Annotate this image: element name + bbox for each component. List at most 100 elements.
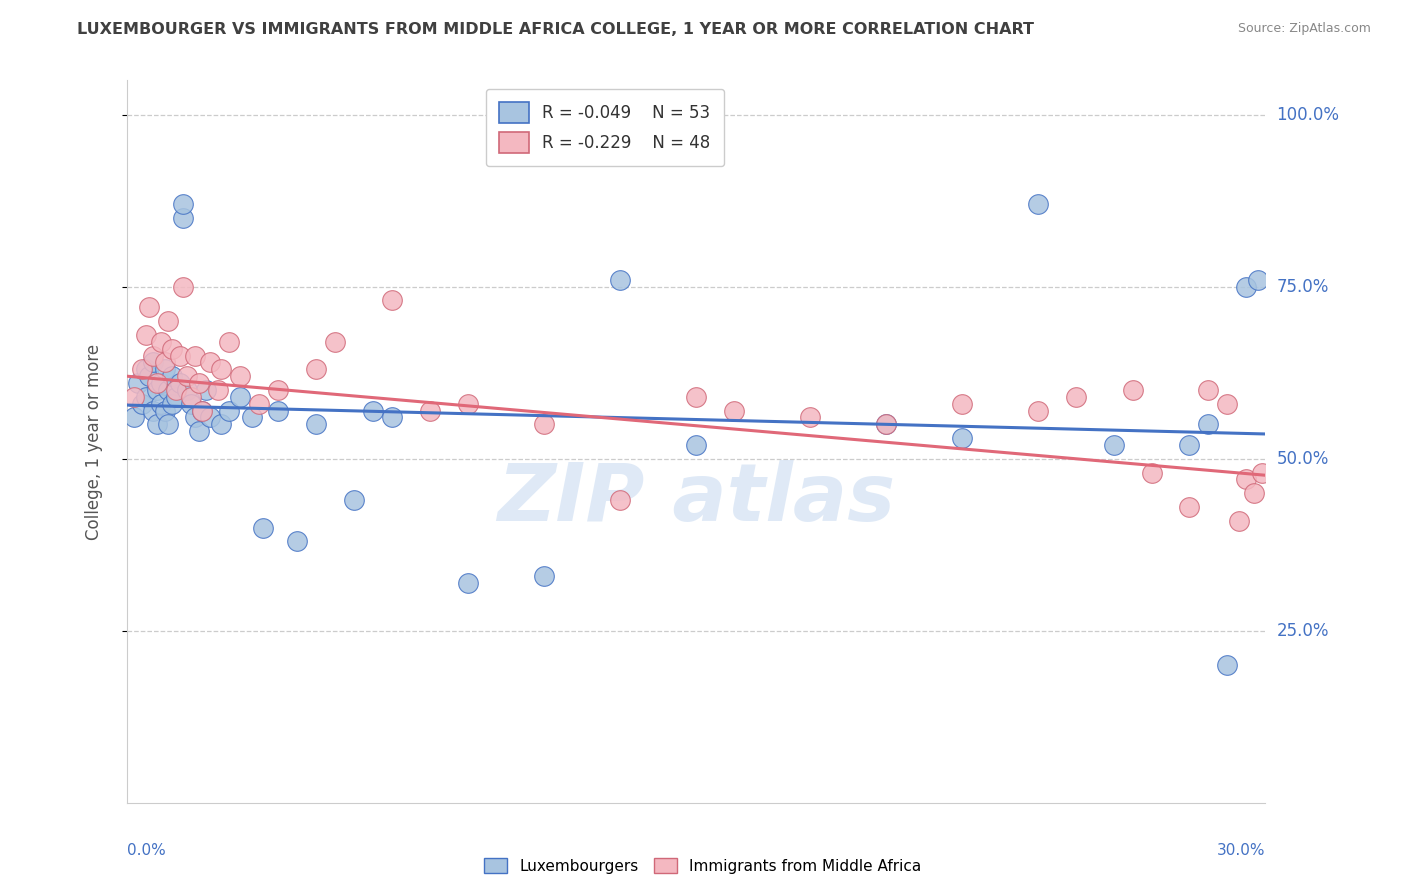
Point (1236, 472, 1258, 486)
Text: 75.0%: 75.0% (1277, 277, 1329, 296)
Point (1178, 500, 1201, 514)
Point (240, 410, 263, 425)
Text: ZIP atlas: ZIP atlas (496, 460, 896, 539)
Text: 0.0%: 0.0% (127, 843, 166, 857)
Point (457, 575, 479, 590)
Point (195, 383, 218, 397)
Point (184, 349, 207, 363)
Point (142, 355, 165, 369)
Point (138, 369, 160, 384)
Point (609, 493, 631, 508)
Point (180, 390, 202, 404)
Point (172, 211, 194, 225)
Point (172, 197, 194, 211)
Point (229, 390, 252, 404)
Point (267, 383, 290, 397)
Point (218, 403, 240, 417)
Point (1064, 390, 1087, 404)
Point (191, 403, 214, 417)
Point (1227, 514, 1250, 528)
Point (533, 417, 555, 432)
Point (122, 390, 145, 404)
Point (419, 403, 441, 417)
Point (149, 334, 172, 349)
Point (184, 410, 207, 425)
Point (267, 403, 290, 417)
Point (381, 293, 404, 308)
Point (1122, 383, 1144, 397)
Legend: Luxembourgers, Immigrants from Middle Africa: Luxembourgers, Immigrants from Middle Af… (478, 852, 928, 880)
Point (131, 397, 153, 411)
Point (135, 362, 156, 376)
Point (153, 362, 176, 376)
Point (950, 431, 973, 445)
Point (176, 383, 198, 397)
Point (799, 410, 821, 425)
Point (1247, 273, 1270, 287)
Point (198, 410, 221, 425)
Point (1140, 466, 1163, 480)
Point (169, 349, 191, 363)
Text: 30.0%: 30.0% (1218, 843, 1265, 857)
Point (153, 403, 176, 417)
Point (191, 403, 214, 417)
Point (207, 383, 229, 397)
Point (211, 417, 233, 432)
Point (169, 376, 191, 390)
Point (1250, 466, 1272, 480)
Point (153, 355, 176, 369)
Point (211, 362, 233, 376)
Point (149, 397, 172, 411)
Point (135, 390, 156, 404)
Text: Source: ZipAtlas.com: Source: ZipAtlas.com (1237, 22, 1371, 36)
Point (1026, 403, 1049, 417)
Point (218, 334, 240, 349)
Point (1216, 397, 1239, 411)
Y-axis label: College, 1 year or more: College, 1 year or more (84, 343, 103, 540)
Text: LUXEMBOURGER VS IMMIGRANTS FROM MIDDLE AFRICA COLLEGE, 1 YEAR OR MORE CORRELATIO: LUXEMBOURGER VS IMMIGRANTS FROM MIDDLE A… (77, 22, 1035, 37)
Point (685, 438, 707, 452)
Point (149, 376, 172, 390)
Point (142, 349, 165, 363)
Point (287, 534, 309, 549)
Legend: R = -0.049    N = 53, R = -0.229    N = 48: R = -0.049 N = 53, R = -0.229 N = 48 (485, 88, 724, 167)
Point (1198, 417, 1220, 432)
Point (875, 417, 897, 432)
Point (187, 376, 209, 390)
Text: 100.0%: 100.0% (1277, 105, 1340, 124)
Point (172, 279, 194, 293)
Point (157, 314, 180, 328)
Point (950, 397, 973, 411)
Point (1216, 658, 1239, 673)
Point (229, 369, 252, 384)
Point (305, 362, 328, 376)
Text: 25.0%: 25.0% (1277, 622, 1329, 640)
Point (142, 403, 165, 417)
Point (160, 397, 183, 411)
Point (160, 369, 183, 384)
Point (198, 355, 221, 369)
Point (1178, 438, 1201, 452)
Point (381, 410, 404, 425)
Point (176, 369, 198, 384)
Point (685, 390, 707, 404)
Point (180, 397, 202, 411)
Point (609, 273, 631, 287)
Point (457, 397, 479, 411)
Point (723, 403, 745, 417)
Point (1236, 279, 1258, 293)
Text: 50.0%: 50.0% (1277, 450, 1329, 467)
Point (146, 376, 169, 390)
Point (323, 334, 347, 349)
Point (252, 520, 274, 534)
Point (533, 568, 555, 582)
Point (1102, 438, 1125, 452)
Point (146, 417, 169, 432)
Point (127, 376, 149, 390)
Point (165, 383, 187, 397)
Point (1243, 486, 1265, 500)
Point (875, 417, 897, 432)
Point (157, 417, 180, 432)
Point (122, 410, 145, 425)
Point (305, 417, 328, 432)
